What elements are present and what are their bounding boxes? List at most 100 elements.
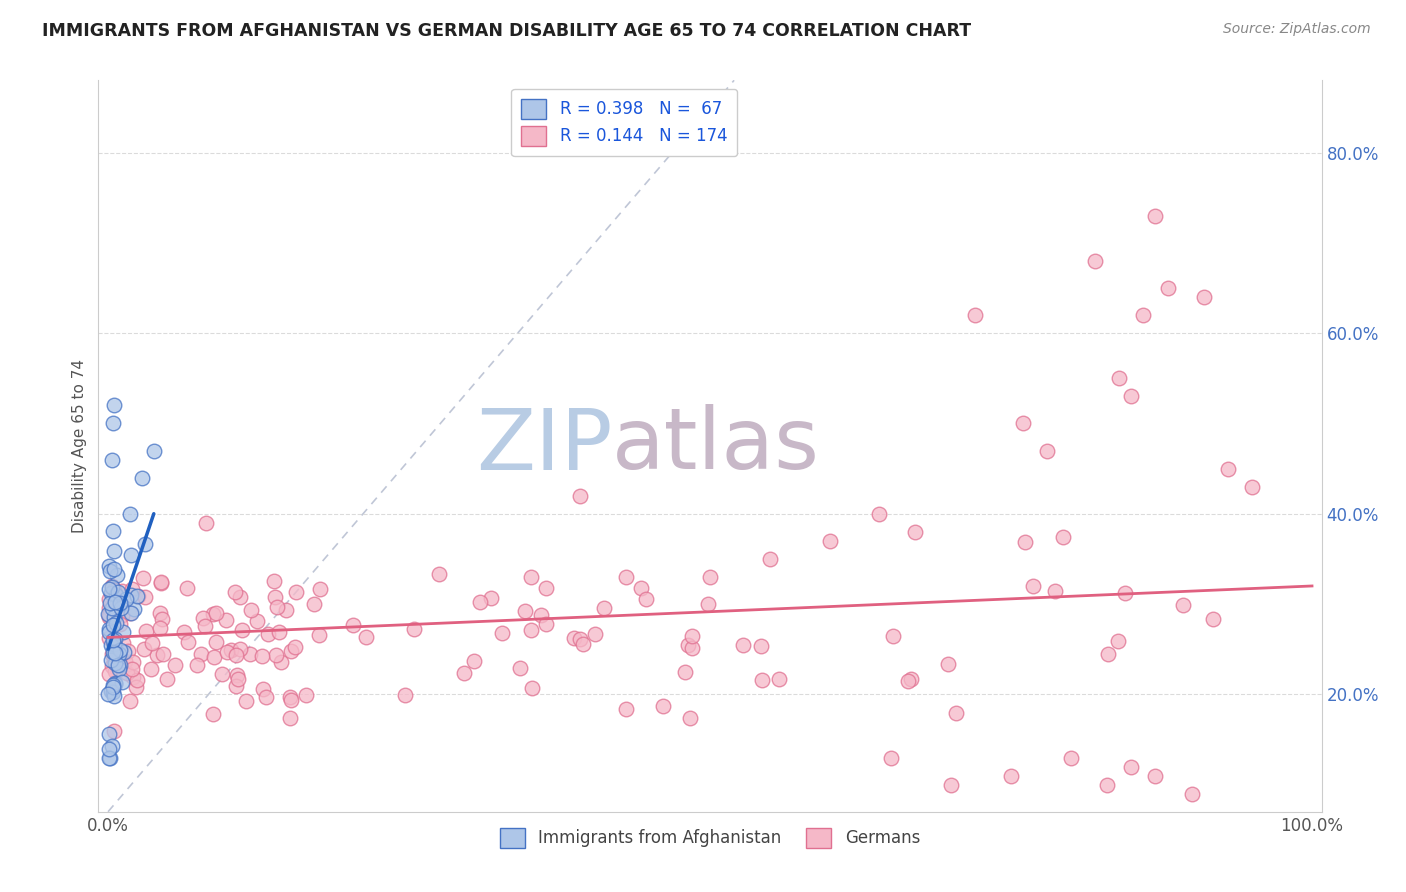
Point	[110, 657, 132, 672]
Point	[904, 524, 927, 539]
Point	[280, 644, 302, 658]
Point	[104, 595, 127, 609]
Point	[229, 590, 252, 604]
Point	[568, 632, 591, 647]
Point	[270, 655, 292, 669]
Point	[394, 688, 416, 702]
Point	[1043, 584, 1066, 599]
Point	[176, 581, 198, 595]
Point	[402, 622, 425, 636]
Point	[110, 642, 132, 657]
Point	[585, 627, 607, 641]
Point	[107, 647, 129, 661]
Point	[107, 658, 129, 673]
Point	[101, 618, 124, 632]
Point	[699, 570, 721, 584]
Point	[569, 489, 592, 503]
Point	[98, 582, 121, 596]
Point	[1000, 769, 1022, 783]
Point	[519, 570, 541, 584]
Point	[278, 690, 301, 705]
Point	[1181, 787, 1204, 801]
Point	[636, 592, 658, 607]
Point	[1156, 281, 1178, 295]
Point	[100, 638, 122, 652]
Point	[264, 648, 287, 663]
Point	[224, 585, 246, 599]
Point	[536, 617, 558, 632]
Point	[751, 673, 773, 687]
Point	[342, 618, 364, 632]
Point	[679, 711, 702, 725]
Point	[217, 645, 239, 659]
Point	[520, 681, 543, 695]
Point	[1036, 443, 1059, 458]
Y-axis label: Disability Age 65 to 74: Disability Age 65 to 74	[72, 359, 87, 533]
Point	[121, 582, 143, 596]
Point	[125, 680, 148, 694]
Point	[173, 625, 195, 640]
Point	[190, 647, 212, 661]
Point	[1171, 598, 1194, 612]
Point	[673, 665, 696, 679]
Point	[104, 588, 127, 602]
Point	[278, 711, 301, 725]
Text: IMMIGRANTS FROM AFGHANISTAN VS GERMAN DISABILITY AGE 65 TO 74 CORRELATION CHART: IMMIGRANTS FROM AFGHANISTAN VS GERMAN DI…	[42, 22, 972, 40]
Point	[246, 614, 269, 628]
Point	[945, 706, 967, 720]
Point	[231, 624, 253, 638]
Point	[882, 629, 904, 643]
Point	[731, 638, 754, 652]
Point	[98, 591, 121, 606]
Point	[118, 606, 141, 620]
Point	[98, 666, 121, 681]
Point	[139, 662, 162, 676]
Point	[205, 606, 228, 620]
Point	[103, 632, 125, 647]
Point	[103, 689, 125, 703]
Point	[768, 673, 790, 687]
Point	[453, 666, 475, 681]
Point	[1084, 253, 1107, 268]
Point	[98, 631, 121, 645]
Point	[936, 657, 959, 672]
Point	[681, 629, 703, 643]
Point	[149, 606, 172, 620]
Point	[513, 604, 536, 618]
Point	[134, 642, 156, 657]
Point	[100, 739, 122, 753]
Point	[427, 566, 450, 581]
Point	[127, 589, 149, 603]
Point	[103, 637, 125, 651]
Point	[534, 581, 557, 595]
Text: Source: ZipAtlas.com: Source: ZipAtlas.com	[1223, 22, 1371, 37]
Point	[759, 552, 782, 566]
Point	[1121, 759, 1143, 773]
Point	[101, 600, 124, 615]
Point	[118, 693, 141, 707]
Point	[263, 574, 285, 589]
Point	[250, 649, 273, 664]
Point	[111, 636, 134, 650]
Point	[264, 591, 287, 605]
Point	[101, 524, 124, 539]
Point	[104, 675, 127, 690]
Point	[1114, 586, 1136, 600]
Point	[110, 597, 132, 611]
Point	[101, 658, 124, 673]
Point	[616, 570, 638, 584]
Point	[97, 688, 120, 702]
Point	[98, 596, 121, 610]
Point	[1216, 461, 1239, 475]
Point	[149, 621, 172, 635]
Point	[150, 575, 173, 590]
Point	[150, 574, 173, 589]
Point	[114, 591, 136, 606]
Point	[226, 668, 249, 682]
Point	[103, 645, 125, 659]
Point	[1022, 579, 1045, 593]
Point	[103, 723, 125, 738]
Point	[103, 640, 125, 654]
Point	[284, 640, 307, 655]
Point	[103, 562, 125, 576]
